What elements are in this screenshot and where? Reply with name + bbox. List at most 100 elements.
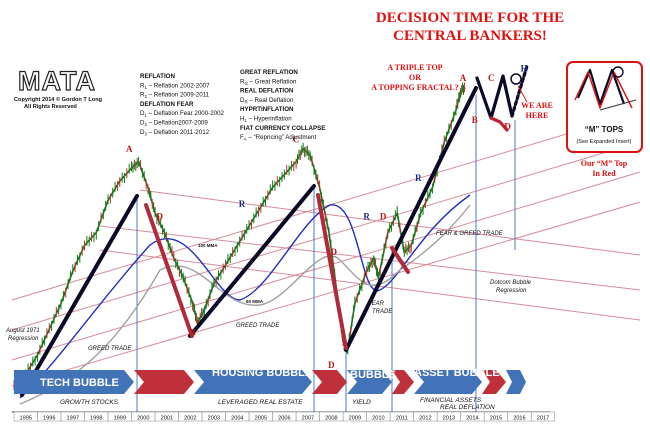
legend-entry: RG – Great Reflation xyxy=(240,78,297,86)
legend-entry: R1 – Reflation 2002-2007 xyxy=(140,82,210,90)
bubble-label-bond: BOND xyxy=(354,356,386,368)
dotcom-line-2: Regression xyxy=(496,288,527,294)
bubble-band xyxy=(14,370,526,394)
channel-line xyxy=(11,171,641,361)
chart-point-label: R xyxy=(415,173,422,183)
legend-entry: D2 – Deflation2007-2009 xyxy=(140,120,208,128)
x-tick-label: 1998 xyxy=(90,416,102,422)
chart-point-label: A xyxy=(126,144,133,154)
bubble-sublabels: GROWTH STOCKS LEVERAGED REAL ESTATE YIEL… xyxy=(60,397,495,411)
legend-symbol: F xyxy=(240,134,244,141)
legend-entry: GREAT REFLATION xyxy=(240,69,298,76)
trend-line xyxy=(344,86,478,352)
decline-line xyxy=(144,203,194,338)
x-tick-label: 2004 xyxy=(231,416,243,422)
legend-subscript: 2 xyxy=(144,122,147,127)
legend-description: – Hyperinflation xyxy=(247,116,292,123)
x-tick-label: 1996 xyxy=(43,416,55,422)
aug-1971-line-2: Regression xyxy=(8,336,39,342)
m-tops-base xyxy=(599,99,637,111)
x-tick-label: 2000 xyxy=(137,416,149,422)
channel-line xyxy=(11,111,641,301)
legend-symbol: R xyxy=(140,82,145,89)
m-tops-insert: “M” TOPS (See Expanded Insert) xyxy=(566,61,643,153)
bubble-label-housing: HOUSING BUBBLE xyxy=(212,367,312,379)
greed-trade-label-1: GREED TRADE xyxy=(88,346,132,352)
legend-subscript: 1 xyxy=(244,118,247,123)
legend-symbol: D xyxy=(140,129,145,136)
annotations: August 1971 Regression Dotcom Bubble Reg… xyxy=(5,231,532,352)
fear-trade-line-1: FEAR xyxy=(368,301,385,307)
bubble-sub-tech: GROWTH STOCKS xyxy=(60,399,119,406)
chart-point-label: D xyxy=(380,212,387,222)
dotcom-line-1: Dotcom Bubble xyxy=(490,280,532,286)
decline-lines xyxy=(144,193,410,350)
legend-symbol: R xyxy=(240,78,245,85)
bubble-arrow-red xyxy=(312,370,347,394)
greed-trade-label-2: GREED TRADE xyxy=(236,323,280,329)
x-tick-label: 2015 xyxy=(490,416,502,422)
we-are-here-line-1: WE ARE xyxy=(521,101,553,110)
x-tick-label: 2012 xyxy=(419,416,431,422)
legend-subscript: R xyxy=(244,99,247,104)
x-tick-label: 2017 xyxy=(537,416,549,422)
legend-subscript: A xyxy=(244,137,247,142)
fear-greed-label: FEAR & GREED TRADE xyxy=(436,231,504,237)
triple-top-line-3: A TOPPING FRACTAL? xyxy=(371,83,459,92)
m-tops-frame xyxy=(566,61,643,153)
triple-top-line-2: OR xyxy=(409,73,421,82)
we-are-here-line-2: HERE xyxy=(526,111,549,120)
bubble-sub-asset: FINANCIAL ASSETS xyxy=(420,397,482,404)
bubble-arrow-red xyxy=(482,370,506,394)
x-tick-label: 2010 xyxy=(372,416,384,422)
bubble-label-bond-2: BUBBLE xyxy=(350,369,396,381)
bubble-arrow-housing xyxy=(194,370,312,394)
moving-average-60 xyxy=(19,204,471,405)
chart-point-label: B xyxy=(190,328,196,338)
legend-symbol: D xyxy=(140,120,145,127)
ma-100-label: 100 MMA xyxy=(198,243,218,248)
legend-subscript: 1 xyxy=(144,113,147,118)
channel-line xyxy=(11,201,641,387)
channel-line xyxy=(99,225,641,291)
logo-copyright: Copyright 2014 © Gordon T Long xyxy=(14,96,103,103)
legend-subscript: 2 xyxy=(144,94,147,99)
bubble-sub-asset-2: REAL DEFLATION xyxy=(440,404,495,411)
legend-description: – Deflation Fear 2000-2002 xyxy=(147,110,225,117)
chart-point-label: C xyxy=(488,73,495,83)
legend-entry: R2 – Reflation 2009-2011 xyxy=(140,92,210,100)
bubble-labels: TECH BUBBLE HOUSING BUBBLE BOND BUBBLE A… xyxy=(40,356,500,389)
headline-line-2: CENTRAL BANKERS! xyxy=(393,28,547,44)
bubble-arrow-end xyxy=(506,370,526,394)
logo-rights: All Rights Reserved xyxy=(24,104,77,110)
ma-60-label: 60 MMA xyxy=(246,299,264,304)
m-tops-note: (See Expanded Insert) xyxy=(576,139,631,145)
bubble-arrow-bond xyxy=(347,370,392,394)
x-tick-label: 2002 xyxy=(184,416,196,422)
legend-entry: REAL DEFLATION xyxy=(240,88,294,95)
chart-point-label: A xyxy=(460,73,467,83)
chart-point-label: D xyxy=(157,212,164,222)
our-m-top-line-1: Our “M” Top xyxy=(581,159,628,168)
x-tick-label: 2007 xyxy=(302,416,314,422)
legend-entry: D1 – Deflation Fear 2000-2002 xyxy=(140,110,225,118)
we-are-here-callout: WE ARE HERE xyxy=(517,85,553,120)
m-tops-black xyxy=(576,68,626,106)
legend-entry: FIAT CURRENCY COLLAPSE xyxy=(240,125,325,132)
x-tick-label: 2001 xyxy=(161,416,173,422)
legend-subscript: 1 xyxy=(144,85,147,90)
logo: MATA Copyright 2014 © Gordon T Long All … xyxy=(14,65,103,110)
bubble-arrow-red xyxy=(392,370,414,394)
x-tick-label: 2014 xyxy=(466,416,478,422)
legend-symbol: D xyxy=(240,97,245,104)
logo-text: MATA xyxy=(18,66,96,96)
projection-dash xyxy=(510,64,529,118)
x-tick-label: 1995 xyxy=(20,416,32,422)
bubble-label-asset: ASSET BUBBLE xyxy=(414,367,500,379)
chart-point-label: B xyxy=(472,115,478,125)
legend-entry: H1 – Hyperinflation xyxy=(240,116,292,124)
bubble-sub-housing: LEVERAGED REAL ESTATE xyxy=(218,399,303,406)
legend-symbol: D xyxy=(140,110,145,117)
